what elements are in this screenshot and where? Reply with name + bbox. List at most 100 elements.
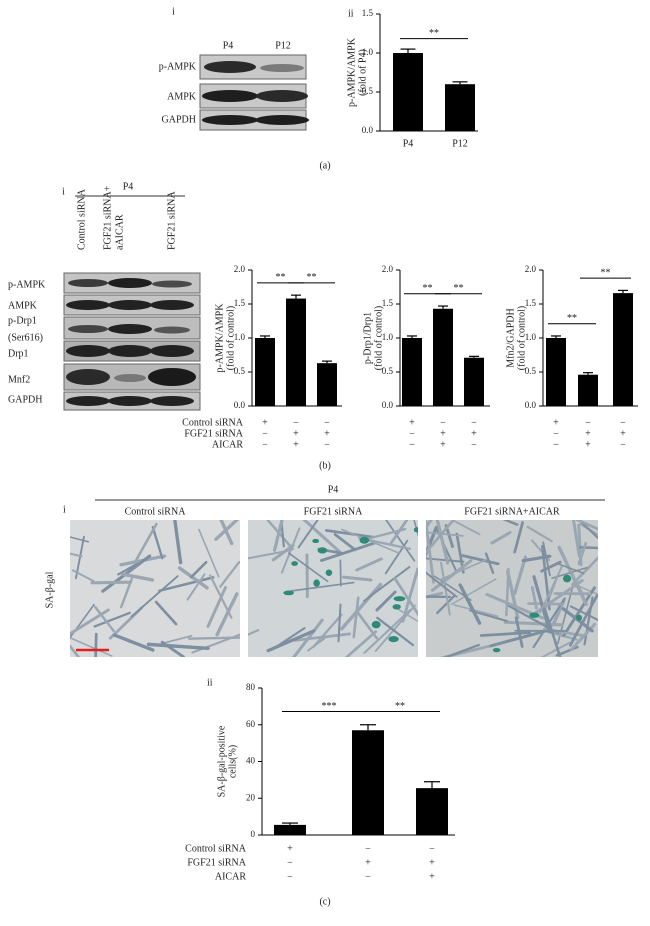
cell xyxy=(75,535,85,580)
cell xyxy=(206,586,227,628)
cell xyxy=(572,520,581,558)
stained-cell xyxy=(291,561,298,566)
cell xyxy=(134,522,158,563)
blot-row: p-AMPK xyxy=(159,61,197,72)
stained-cell xyxy=(283,590,294,596)
bar xyxy=(274,824,306,835)
treatment-sign: + xyxy=(553,417,559,428)
cell xyxy=(70,536,90,543)
bar xyxy=(402,338,422,406)
stained-cell xyxy=(359,536,370,544)
bar xyxy=(464,357,484,406)
sub-label: i xyxy=(63,504,66,515)
y-axis-label: p-AMPK/AMPK xyxy=(346,37,357,107)
cell xyxy=(363,608,412,654)
y-tick-label: 0.0 xyxy=(382,400,394,410)
cell xyxy=(426,591,444,599)
y-tick-label: 1.5 xyxy=(382,298,394,308)
cell xyxy=(393,577,418,617)
cell xyxy=(94,605,115,633)
significance-label: ** xyxy=(454,283,464,294)
bar xyxy=(352,730,384,835)
stained-cell xyxy=(325,569,333,577)
cell xyxy=(290,581,355,592)
cell xyxy=(577,541,588,566)
cell xyxy=(443,643,481,657)
y-tick-label: 0.5 xyxy=(525,366,537,376)
y-tick-label: 0.5 xyxy=(234,366,246,376)
treatment-name: FGF21 siRNA xyxy=(184,428,243,439)
cell xyxy=(248,549,291,560)
treatment-sign: − xyxy=(287,871,293,882)
cell xyxy=(401,567,418,623)
cell xyxy=(526,525,553,543)
y-tick-label: 1.0 xyxy=(525,332,537,342)
treatment-sign: − xyxy=(262,428,268,439)
cell xyxy=(94,632,98,657)
bar xyxy=(255,338,275,406)
treatment-sign: − xyxy=(429,843,435,854)
y-tick-label: 0.0 xyxy=(234,400,246,410)
cell xyxy=(333,533,357,552)
cell xyxy=(574,520,598,531)
image-title: FGF21 siRNA xyxy=(304,506,363,517)
cell xyxy=(198,528,220,578)
cell xyxy=(568,593,598,647)
y-axis-label: (fold of control) xyxy=(225,306,236,370)
significance-label: ** xyxy=(395,701,405,712)
cell xyxy=(450,520,481,536)
micrograph xyxy=(70,520,240,657)
cell xyxy=(70,552,83,558)
treatment-name: AICAR xyxy=(212,439,243,450)
treatment-name: Control siRNA xyxy=(182,417,244,428)
bar xyxy=(578,374,598,406)
significance-label: ** xyxy=(567,313,577,324)
bar xyxy=(433,308,453,406)
panel-label: (a) xyxy=(319,160,330,171)
cell xyxy=(219,520,234,546)
cell xyxy=(543,606,562,657)
blot-row: Drp1 xyxy=(8,348,29,359)
y-tick-label: 1.5 xyxy=(362,8,374,18)
blot-row: Mnf2 xyxy=(8,374,30,385)
cell xyxy=(307,637,326,652)
bar xyxy=(613,293,633,406)
blot-column: P12 xyxy=(275,40,291,51)
image-title: FGF21 siRNA+AICAR xyxy=(464,506,560,517)
bar xyxy=(286,298,306,406)
cell xyxy=(70,603,95,639)
treatment-sign: + xyxy=(585,439,591,450)
stained-cell xyxy=(393,596,406,602)
y-tick-label: 0.5 xyxy=(382,366,394,376)
treatment-sign: − xyxy=(324,439,330,450)
cell xyxy=(291,618,324,657)
y-axis-label: SA-β-gal-positive xyxy=(216,725,227,797)
treatment-sign: − xyxy=(324,417,330,428)
stained-cell xyxy=(313,579,320,587)
cell xyxy=(521,554,552,563)
treatment-sign: − xyxy=(287,857,293,868)
cell xyxy=(324,529,375,539)
cell xyxy=(186,573,206,601)
cell xyxy=(469,609,508,623)
cell xyxy=(160,640,185,657)
treatment-sign: + xyxy=(429,871,435,882)
treatment-sign: − xyxy=(440,417,446,428)
stained-cell xyxy=(529,612,540,618)
cell xyxy=(397,608,418,623)
cell xyxy=(90,580,133,585)
micrographs xyxy=(70,520,598,657)
cell xyxy=(70,644,81,657)
stained-cell xyxy=(562,574,572,583)
cell xyxy=(556,562,585,575)
cell xyxy=(376,616,415,647)
bar xyxy=(393,53,423,131)
treatment-sign: − xyxy=(471,439,477,450)
treatment-sign: − xyxy=(365,871,371,882)
significance-label: ** xyxy=(276,272,286,283)
treatment-sign: + xyxy=(324,428,330,439)
cell xyxy=(502,520,519,526)
sub-label: ii xyxy=(207,677,213,688)
cell xyxy=(374,604,416,652)
cells xyxy=(426,520,598,657)
